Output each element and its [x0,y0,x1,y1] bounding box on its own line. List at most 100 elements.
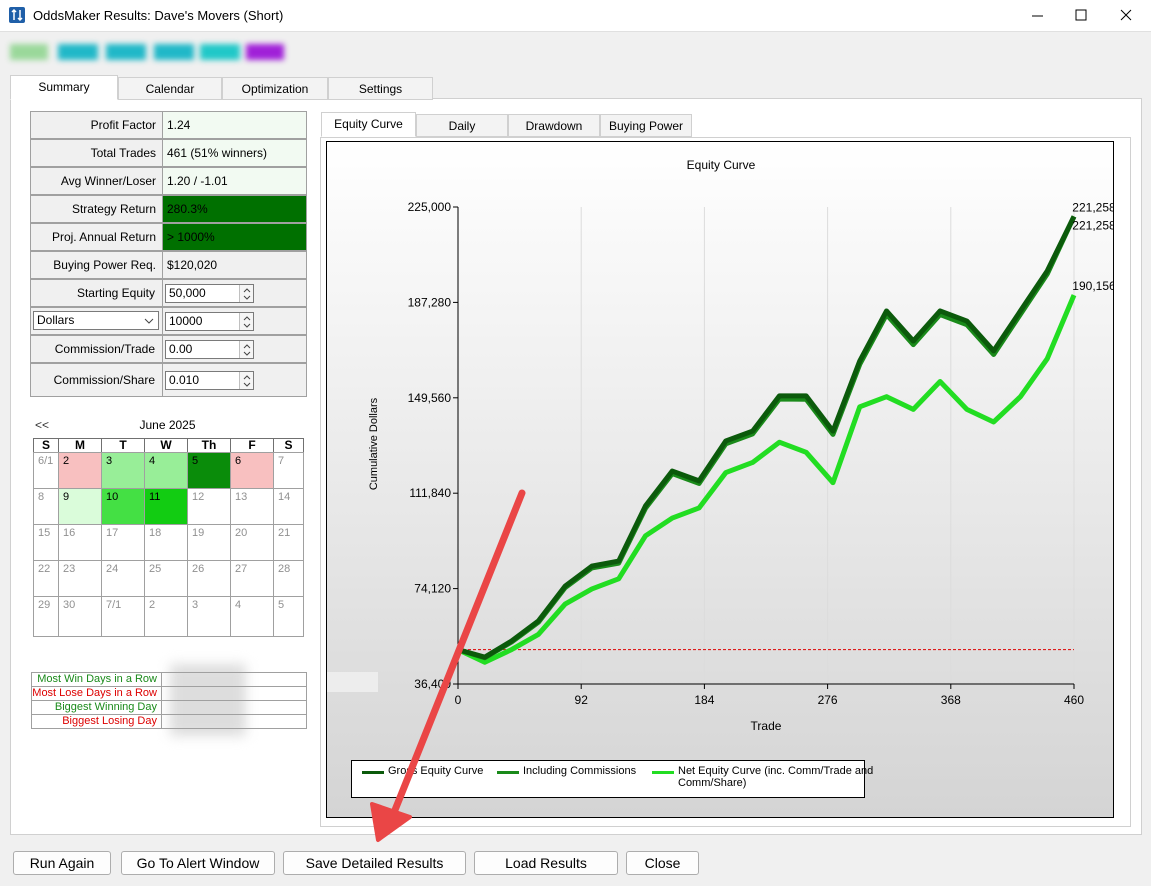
weekday-header: M [58,438,102,453]
streak-value [161,686,307,701]
stat-label: Buying Power Req. [30,251,163,279]
spinner[interactable] [239,371,253,389]
stat-label: Avg Winner/Loser [30,167,163,195]
stat-value: $120,020 [162,251,307,279]
x-tick-label: 184 [694,693,714,707]
calendar-day[interactable]: 30 [58,596,102,637]
y-tick-label: 225,000 [408,200,452,214]
calendar-day[interactable]: 20 [230,524,274,561]
legend-label: Including Commissions [523,765,637,777]
stat-value: 1.24 [162,111,307,139]
calendar-day[interactable]: 2 [58,452,102,489]
window-title: OddsMaker Results: Dave's Movers (Short) [33,8,284,23]
calendar-day[interactable]: 9 [58,488,102,525]
calendar-day[interactable]: 18 [144,524,188,561]
weekday-header: Th [187,438,231,453]
legend-swatch [497,771,519,774]
series-line [456,294,1077,665]
tab[interactable]: Calendar [118,77,222,100]
chart-tab[interactable]: Daily [416,114,508,137]
calendar-day[interactable]: 3 [101,452,145,489]
weekday-header: W [144,438,188,453]
calendar-day[interactable]: 10 [101,488,145,525]
tab[interactable]: Optimization [222,77,328,100]
calendar-day[interactable]: 17 [101,524,145,561]
calendar-day[interactable]: 19 [187,524,231,561]
calendar-day[interactable]: 25 [144,560,188,597]
calendar-day[interactable]: 4 [144,452,188,489]
calendar-nav[interactable]: << [35,418,50,432]
weekday-header: S [33,438,59,453]
calendar-day[interactable]: 21 [273,524,304,561]
stat-value: 461 (51% winners) [162,139,307,167]
calendar-day[interactable]: 12 [187,488,231,525]
x-axis-label: Trade [751,719,782,733]
tab[interactable]: Summary [10,75,118,100]
stat-value: 280.3% [162,195,307,223]
calendar-day[interactable]: 6 [230,452,274,489]
stat-label: Total Trades [30,139,163,167]
spinner[interactable] [239,312,253,330]
calendar-day[interactable]: 2 [144,596,188,637]
calendar-day[interactable]: 23 [58,560,102,597]
blurred-toolbar [10,40,288,64]
weekday-header: F [230,438,274,453]
chart-tab[interactable]: Buying Power [600,114,692,137]
legend-swatch [362,771,384,774]
calendar-day[interactable]: 15 [33,524,59,561]
y-tick-label: 187,280 [408,295,452,309]
calendar-day[interactable]: 6/1 [33,452,59,489]
x-tick-label: 368 [941,693,961,707]
calendar-day[interactable]: 7 [273,452,304,489]
calendar-day[interactable]: 5 [187,452,231,489]
calendar-day[interactable]: 29 [33,596,59,637]
calendar-day[interactable]: 5 [273,596,304,637]
calendar-day[interactable]: 16 [58,524,102,561]
input-field[interactable]: 50,000 [165,283,254,303]
calendar-day[interactable]: 26 [187,560,231,597]
legend-label: Net Equity Curve (inc. Comm/Trade and Co… [678,765,874,789]
series-line [457,215,1077,660]
x-tick-label: 0 [455,693,462,707]
stat-value: 1.20 / -1.01 [162,167,307,195]
streak-value [161,714,307,729]
calendar-day[interactable]: 28 [273,560,304,597]
chart: Equity Curve Cumulative Dollars Trade 0 9… [326,141,1114,818]
y-tick-label: 74,120 [414,582,451,596]
tab[interactable]: Settings [328,77,433,100]
chart-tab[interactable]: Equity Curve [321,112,416,137]
button[interactable]: Save Detailed Results [283,851,466,875]
calendar-day[interactable]: 22 [33,560,59,597]
stat-value: > 1000% [162,223,307,251]
button[interactable]: Run Again [13,851,111,875]
calendar-day[interactable]: 27 [230,560,274,597]
calendar-day[interactable]: 4 [230,596,274,637]
input-field[interactable]: 0.00 [165,339,254,359]
unit-dropdown[interactable]: Dollars [33,311,159,330]
calendar-day[interactable]: 14 [273,488,304,525]
calendar-day[interactable]: 11 [144,488,188,525]
calendar-day[interactable]: 24 [101,560,145,597]
input-label: Starting Equity [76,286,155,300]
chart-tab[interactable]: Drawdown [508,114,600,137]
button[interactable]: Close [626,851,699,875]
value-label: 190,156 [1072,279,1114,293]
y-tick-label: 111,840 [409,486,451,500]
x-tick-label: 276 [818,693,838,707]
input-field[interactable]: 0.010 [165,370,254,390]
window-controls[interactable] [1020,0,1151,32]
calendar-day[interactable]: 8 [33,488,59,525]
x-tick-label: 460 [1064,693,1084,707]
input-field[interactable]: 10000 [165,311,254,331]
weekday-header: T [101,438,145,453]
spinner[interactable] [239,340,253,358]
button[interactable]: Go To Alert Window [121,851,275,875]
button[interactable]: Load Results [474,851,618,875]
calendar-day[interactable]: 7/1 [101,596,145,637]
spinner[interactable] [239,284,253,302]
calendar-day[interactable]: 13 [230,488,274,525]
value-label: 221,258 [1072,200,1114,214]
y-axis-label: Cumulative Dollars [368,397,380,490]
stat-label: Profit Factor [30,111,163,139]
calendar-day[interactable]: 3 [187,596,231,637]
